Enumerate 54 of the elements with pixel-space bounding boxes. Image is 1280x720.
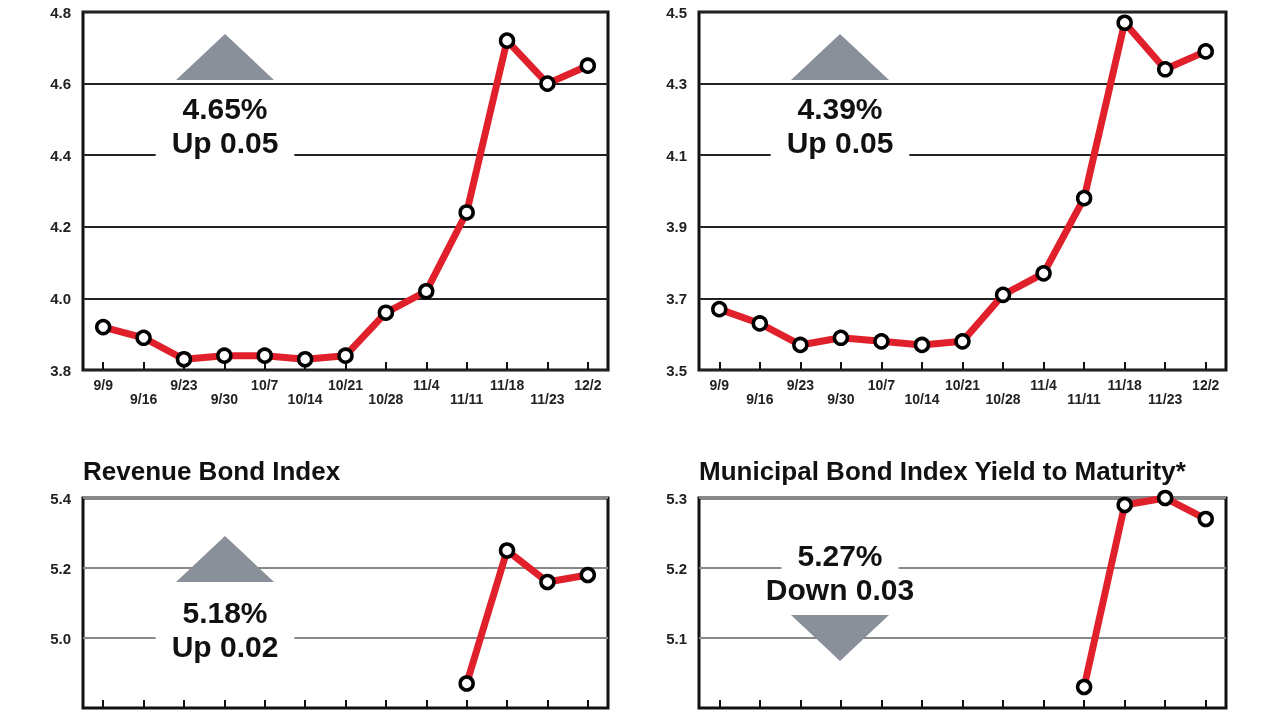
x-tick-label: 9/23 [786,377,815,393]
y-tick-label: 5.2 [50,559,71,577]
x-tick-label: 12/2 [1192,377,1220,393]
y-tick-label: 3.7 [666,289,687,307]
x-tick-label: 9/16 [746,391,774,407]
y-tick-label: 3.8 [50,361,71,379]
x-tick-label: 10/7 [251,377,279,393]
x-tick-label: 11/11 [1067,391,1102,407]
y-tick-label: 4.2 [50,218,71,236]
y-tick-label: 5.3 [666,489,687,507]
y-tick-label: 4.5 [666,3,687,21]
x-tick-label: 11/23 [1148,391,1183,407]
x-tick-label: 9/23 [170,377,198,393]
x-tick-label: 9/9 [93,377,114,393]
x-tick-label: 10/21 [327,377,364,393]
chart-title: Revenue Bond Index [83,456,341,486]
x-tick-label: 9/16 [129,391,158,407]
y-tick-label: 4.4 [50,146,72,164]
y-tick-label: 5.0 [50,629,71,647]
chart-title: Municipal Bond Index Yield to Maturity* [699,456,1187,486]
x-tick-label: 11/18 [489,377,525,393]
y-tick-label: 4.8 [50,3,71,21]
x-tick-label: 10/14 [904,391,940,407]
y-tick-label: 3.5 [666,361,687,379]
x-tick-label: 11/11 [449,391,484,407]
x-tick-label: 12/2 [574,377,602,393]
annotation: 5.27% [797,538,883,572]
annotation: 4.39% [797,91,883,125]
x-tick-label: 9/9 [709,377,730,393]
x-tick-label: 11/4 [413,377,440,393]
x-tick-label: 10/14 [287,391,323,407]
annotation: Down 0.03 [765,572,915,606]
x-tick-label: 11/18 [1107,377,1142,393]
annotation: Up 0.02 [171,629,279,663]
y-tick-label: 5.1 [666,629,687,647]
y-tick-label: 4.1 [666,146,687,164]
x-tick-label: 10/28 [985,391,1021,407]
y-tick-label: 5.2 [666,559,687,577]
x-tick-label: 10/21 [944,377,981,393]
annotation: Up 0.05 [171,125,279,159]
y-tick-label: 3.9 [666,218,687,236]
y-tick-label: 5.4 [50,489,72,507]
x-tick-label: 11/23 [530,391,565,407]
annotation: Up 0.05 [786,125,894,159]
y-tick-label: 4.6 [50,75,71,93]
x-tick-label: 10/28 [368,391,404,407]
y-tick-label: 4.3 [666,75,687,93]
x-tick-label: 10/7 [867,377,896,393]
x-tick-label: 9/30 [827,391,855,407]
y-tick-label: 4.0 [50,289,71,307]
annotation: 4.65% [182,91,268,125]
annotation: 5.18% [182,595,268,629]
x-tick-label: 9/30 [210,391,239,407]
x-tick-label: 11/4 [1030,377,1058,393]
